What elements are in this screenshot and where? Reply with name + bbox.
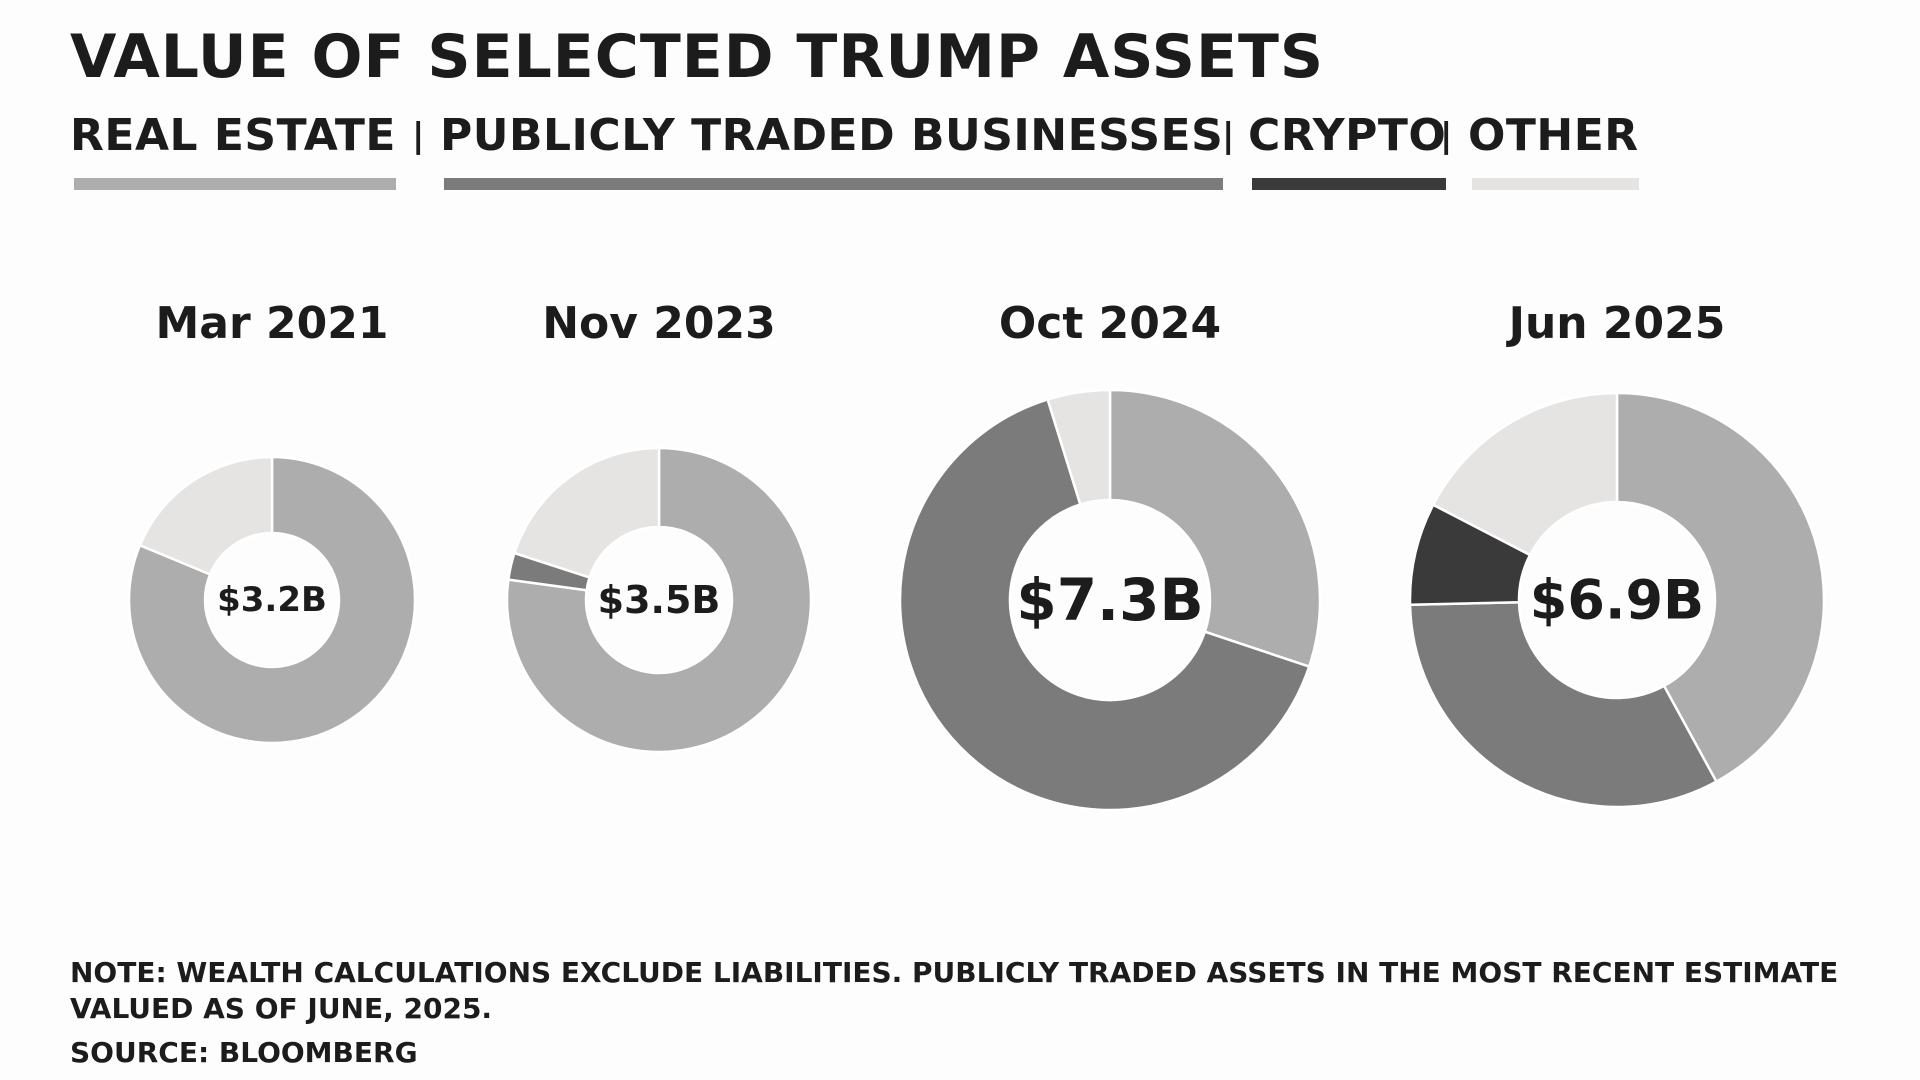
legend-separator: | [1222,116,1235,156]
donut-chart-oct-2024: Oct 2024 $7.3B [898,298,1322,812]
slice-other [1431,391,1619,557]
slice-publicly-traded [1408,600,1718,809]
legend-label-publicly-traded: PUBLICLY TRADED BUSINESSES [440,110,1224,161]
chart-note: NOTE: WEALTH CALCULATIONS EXCLUDE LIABIL… [70,956,1839,1025]
legend-item-crypto: CRYPTO [1248,110,1447,190]
legend-separator: | [412,116,425,156]
legend-separator: | [1440,116,1453,156]
legend-item-real-estate: REAL ESTATE [70,110,396,190]
chart-title: VALUE OF SELECTED TRUMP ASSETS [70,22,1325,92]
chart-source: SOURCE: BLOOMBERG [70,1036,418,1069]
legend-item-other: OTHER [1468,110,1639,190]
slice-real-estate [505,446,813,754]
donut-chart-nov-2023: Nov 2023 $3.5B [505,298,813,754]
donut-chart-jun-2025: Jun 2025 $6.9B [1408,298,1826,809]
slice-real-estate [1108,388,1322,668]
slice-real-estate [1615,391,1826,783]
donut-title: Nov 2023 [542,298,776,349]
donut-total-label: $3.5B [598,578,721,622]
donut-total-label: $3.2B [217,580,327,620]
donut-chart-mar-2021: Mar 2021 $3.2B [127,298,417,745]
slice-other [513,446,661,579]
legend-swatch-publicly-traded [444,178,1224,190]
legend-label-crypto: CRYPTO [1248,110,1447,161]
legend-label-real-estate: REAL ESTATE [70,110,396,161]
legend-swatch-real-estate [74,178,396,190]
donut-title: Jun 2025 [1506,298,1726,349]
legend-label-other: OTHER [1468,110,1639,161]
legend-item-publicly-traded: PUBLICLY TRADED BUSINESSES [440,110,1224,190]
slice-other [138,455,274,576]
legend-swatch-other [1472,178,1639,190]
slice-other [1046,388,1112,506]
donut-title: Oct 2024 [999,298,1221,349]
legend-swatch-crypto [1252,178,1447,190]
donut-title: Mar 2021 [156,298,389,349]
slice-real-estate [127,455,417,745]
legend: REAL ESTATE | PUBLICLY TRADED BUSINESSES… [70,110,1850,200]
slice-publicly-traded [898,398,1311,812]
donut-total-label: $6.9B [1530,569,1704,632]
donut-total-label: $7.3B [1016,566,1203,634]
